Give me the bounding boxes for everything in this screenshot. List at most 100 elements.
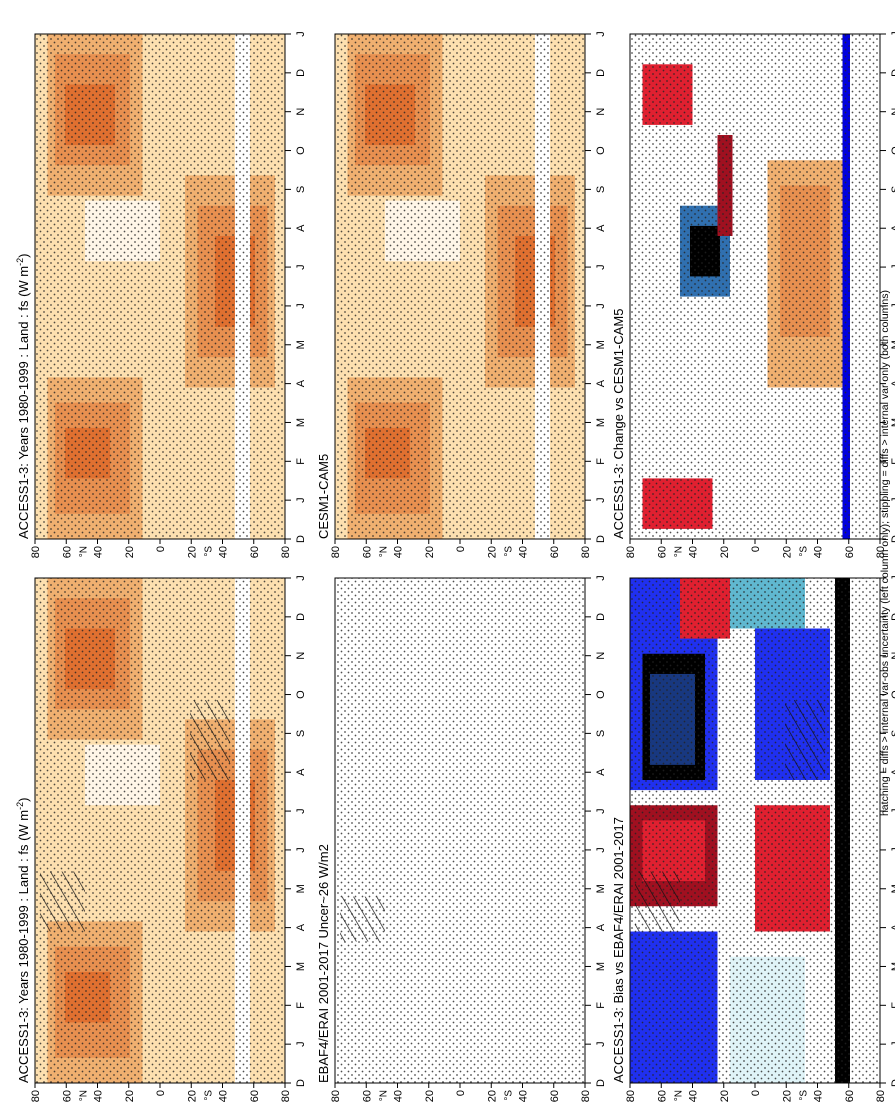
x-tick-label: A [295, 379, 307, 387]
x-tick-label: F [890, 1002, 895, 1009]
x-tick-label: S [595, 186, 607, 193]
y-tick-label: 80 [30, 1090, 42, 1102]
stippling-overlay [35, 578, 285, 1083]
x-tick-label: D [595, 613, 607, 621]
stippling-overlay [630, 34, 880, 539]
y-tick-label: 60 [249, 1090, 261, 1102]
x-tick-label: F [890, 458, 895, 465]
x-tick-label: J [295, 497, 307, 503]
x-tick-label: M [890, 962, 895, 971]
y-tick-label: 60 [844, 546, 856, 558]
y-tick-label: 20 [186, 546, 198, 558]
x-tick-label: J [595, 1041, 607, 1047]
x-tick-label: S [890, 186, 895, 193]
y-tick-label: 60 [549, 1090, 561, 1102]
x-tick-label: D [295, 1079, 307, 1087]
x-tick-label: J [595, 31, 607, 37]
x-tick-label: J [890, 847, 895, 853]
y-south-label: °S [504, 546, 515, 557]
x-tick-label: N [295, 652, 307, 660]
x-tick-label: A [595, 768, 607, 776]
y-tick-label: 20 [486, 1090, 498, 1102]
x-tick-label: J [595, 497, 607, 503]
y-tick-label: 40 [518, 546, 530, 558]
x-tick-label: O [890, 690, 895, 699]
x-tick-label: J [295, 1041, 307, 1047]
y-south-label: °S [204, 546, 215, 557]
y-tick-label: 20 [424, 1090, 436, 1102]
y-tick-label: 20 [124, 1090, 136, 1102]
x-tick-label: J [595, 303, 607, 309]
x-tick-label: O [295, 690, 307, 699]
panel-3: EBAF4/ERAI 2001-2017 Uncer~26 W/m2 D J F M A M… [316, 468, 607, 1102]
y-tick-label: 80 [625, 546, 637, 558]
x-tick-label: F [295, 1002, 307, 1009]
x-tick-label: J [890, 1041, 895, 1047]
y-tick-label: 20 [781, 546, 793, 558]
x-tick-label: D [890, 1079, 895, 1087]
stippling-overlay [35, 34, 285, 539]
y-tick-label: 60 [656, 1090, 668, 1102]
y-tick-label: 20 [781, 1090, 793, 1102]
x-tick-label: A [295, 768, 307, 776]
y-tick-label: 20 [124, 546, 136, 558]
x-tick-label: O [595, 690, 607, 699]
y-tick-label: 40 [393, 1090, 405, 1102]
y-tick-label: 20 [186, 1090, 198, 1102]
y-tick-label: 80 [580, 546, 592, 558]
y-south-label: °S [504, 1090, 515, 1101]
x-tick-label: J [890, 497, 895, 503]
y-tick-label: 40 [93, 1090, 105, 1102]
y-tick-label: 80 [580, 1090, 592, 1102]
y-tick-label: 0 [455, 1090, 467, 1096]
x-tick-label: F [295, 458, 307, 465]
panel-title: ACCESS1-3: Years 1980-1999 : Land : fs (… [15, 254, 31, 540]
y-tick-label: 60 [549, 546, 561, 558]
y-south-label: °S [204, 1090, 215, 1101]
x-tick-label: J [890, 303, 895, 309]
panel-4: CESM1-CAM5 D J F M A M J J A S O N D J 80 60 40 20 0 20 40 60 8… [316, 31, 607, 558]
y-tick-label: 20 [424, 546, 436, 558]
x-tick-label: D [890, 69, 895, 77]
y-tick-label: 40 [393, 546, 405, 558]
x-tick-label: S [595, 730, 607, 737]
x-tick-label: J [595, 847, 607, 853]
y-north-label: °N [674, 546, 685, 557]
y-tick-label: 20 [719, 1090, 731, 1102]
y-tick-label: 40 [218, 546, 230, 558]
y-tick-label: 40 [813, 546, 825, 558]
x-tick-label: J [295, 808, 307, 814]
x-tick-label: A [890, 379, 895, 387]
footnote: hatching = diffs > internal var-obs unce… [879, 290, 891, 816]
y-tick-label: 60 [656, 546, 668, 558]
panel-1: ACCESS1-3: Years 1980-1999 : Land : fs (… [15, 468, 307, 1102]
y-tick-label: 80 [875, 1090, 887, 1102]
x-tick-label: A [295, 923, 307, 931]
x-tick-label: M [890, 418, 895, 427]
y-tick-label: 40 [688, 1090, 700, 1102]
x-tick-label: J [595, 264, 607, 270]
x-tick-label: D [890, 613, 895, 621]
x-tick-label: J [295, 31, 307, 37]
y-tick-label: 80 [625, 1090, 637, 1102]
y-tick-label: 60 [844, 1090, 856, 1102]
x-tick-label: S [890, 730, 895, 737]
y-tick-label: 80 [330, 546, 342, 558]
y-tick-label: 0 [750, 546, 762, 552]
y-tick-label: 60 [361, 1090, 373, 1102]
x-tick-label: N [890, 108, 895, 116]
x-tick-label: M [890, 340, 895, 349]
hatching-overlay [340, 896, 385, 942]
y-tick-label: 0 [155, 1090, 167, 1096]
y-tick-label: 60 [361, 546, 373, 558]
x-tick-label: N [890, 652, 895, 660]
hatching-overlay [785, 700, 825, 780]
panel-5: ACCESS1-3: Bias vs EBAF4/ERAI 2001-2017 D… [611, 474, 895, 1103]
hatching-overlay [190, 700, 230, 780]
y-tick-label: 80 [875, 546, 887, 558]
x-tick-label: A [595, 379, 607, 387]
y-north-label: °N [379, 546, 390, 557]
y-north-label: °N [379, 1090, 390, 1101]
y-tick-label: 60 [61, 546, 73, 558]
